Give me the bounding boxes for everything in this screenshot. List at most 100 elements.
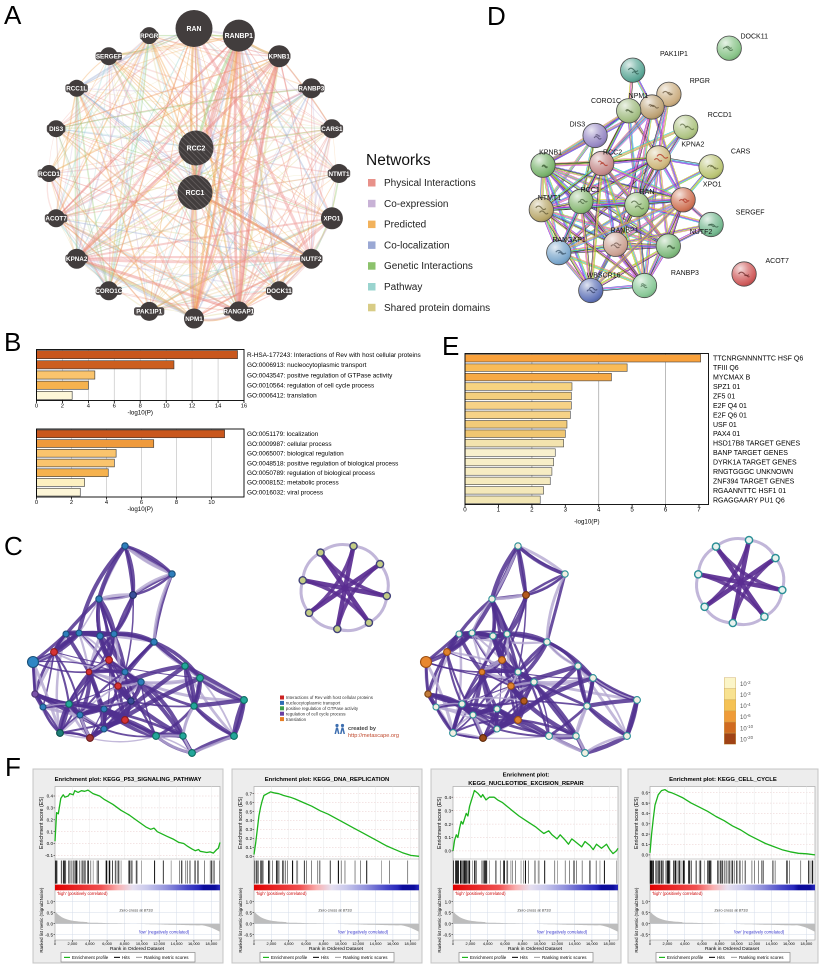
svg-text:GO:0006412: translation: GO:0006412: translation bbox=[247, 393, 317, 400]
svg-text:Zero cross at 8733: Zero cross at 8733 bbox=[714, 908, 748, 913]
svg-text:Enrichment score (ES): Enrichment score (ES) bbox=[39, 796, 45, 848]
svg-text:10-3: 10-3 bbox=[740, 691, 751, 699]
svg-text:14,000: 14,000 bbox=[370, 941, 383, 946]
svg-text:'high' (positively correlated): 'high' (positively correlated) bbox=[455, 891, 506, 896]
svg-text:0.3: 0.3 bbox=[246, 827, 253, 832]
svg-text:USF 01: USF 01 bbox=[713, 422, 737, 429]
svg-text:0.3: 0.3 bbox=[445, 808, 452, 813]
svg-text:KPNA2: KPNA2 bbox=[66, 256, 88, 263]
svg-text:TTCNRGNNNNTTC HSF Q6: TTCNRGNNNNTTC HSF Q6 bbox=[713, 356, 803, 363]
svg-text:GO:0010564: regulation of cell: GO:0010564: regulation of cell cycle pro… bbox=[247, 383, 374, 390]
svg-text:0.0: 0.0 bbox=[246, 854, 253, 859]
svg-text:10-20: 10-20 bbox=[740, 735, 754, 743]
svg-text:6,000: 6,000 bbox=[102, 941, 113, 946]
svg-text:0.5: 0.5 bbox=[642, 801, 649, 806]
svg-text:1: 1 bbox=[497, 506, 501, 513]
svg-text:0: 0 bbox=[54, 941, 57, 946]
svg-text:8,000: 8,000 bbox=[319, 941, 330, 946]
svg-text:14,000: 14,000 bbox=[171, 941, 184, 946]
svg-text:HSD17B8 TARGET GENES: HSD17B8 TARGET GENES bbox=[713, 441, 800, 448]
svg-text:0: 0 bbox=[463, 506, 467, 513]
svg-text:RNGTGGGC UNKNOWN: RNGTGGGC UNKNOWN bbox=[713, 469, 793, 476]
svg-text:10,000: 10,000 bbox=[534, 941, 547, 946]
svg-text:0.1: 0.1 bbox=[642, 842, 649, 847]
svg-text:0: 0 bbox=[253, 941, 256, 946]
svg-text:E2F Q6 01: E2F Q6 01 bbox=[713, 412, 747, 419]
svg-text:4,000: 4,000 bbox=[680, 941, 691, 946]
svg-text:6,000: 6,000 bbox=[697, 941, 708, 946]
svg-text:16,000: 16,000 bbox=[387, 941, 400, 946]
svg-text:Enrichment profile: Enrichment profile bbox=[271, 955, 308, 960]
svg-text:SERGEF: SERGEF bbox=[96, 54, 122, 61]
svg-text:0.0: 0.0 bbox=[642, 921, 649, 926]
svg-text:16,000: 16,000 bbox=[188, 941, 201, 946]
svg-text:SPZ1 01: SPZ1 01 bbox=[713, 384, 740, 391]
svg-text:SERGEF: SERGEF bbox=[736, 209, 765, 216]
svg-text:RCC1L: RCC1L bbox=[66, 86, 87, 93]
svg-text:NUTF2: NUTF2 bbox=[690, 229, 713, 236]
svg-text:CORO1C: CORO1C bbox=[591, 98, 621, 105]
svg-text:GO:0016032: viral process: GO:0016032: viral process bbox=[247, 489, 323, 496]
svg-text:0.3: 0.3 bbox=[47, 806, 54, 811]
svg-text:RGAGGAARY PU1 Q6: RGAGGAARY PU1 Q6 bbox=[713, 497, 785, 504]
svg-text:0.5: 0.5 bbox=[642, 910, 649, 915]
svg-text:Rank in Ordered Dataset: Rank in Ordered Dataset bbox=[508, 946, 563, 952]
svg-text:GO:0008152: metabolic process: GO:0008152: metabolic process bbox=[247, 480, 339, 487]
svg-text:-log10(P): -log10(P) bbox=[127, 410, 152, 417]
svg-text:Zero cross at 8733: Zero cross at 8733 bbox=[119, 908, 153, 913]
svg-text:NTMT1: NTMT1 bbox=[329, 171, 350, 178]
svg-text:RANBP1: RANBP1 bbox=[611, 228, 639, 235]
svg-text:10-2: 10-2 bbox=[740, 680, 751, 688]
svg-text:positive regulation of GTPase: positive regulation of GTPase activity bbox=[286, 706, 359, 711]
svg-text:Enrichment plot: KEGG_DNA_REPL: Enrichment plot: KEGG_DNA_REPLICATION bbox=[265, 777, 390, 783]
svg-text:A: A bbox=[4, 0, 22, 30]
svg-text:Pathway: Pathway bbox=[384, 282, 422, 293]
svg-text:0: 0 bbox=[452, 941, 455, 946]
svg-text:10: 10 bbox=[163, 403, 169, 409]
svg-text:-0.5: -0.5 bbox=[45, 932, 53, 937]
svg-text:regulation of cell cycle proce: regulation of cell cycle process bbox=[286, 711, 347, 716]
svg-text:MYCMAX B: MYCMAX B bbox=[713, 375, 751, 382]
svg-text:6,000: 6,000 bbox=[500, 941, 511, 946]
svg-text:C: C bbox=[4, 531, 23, 561]
svg-text:'low' (negatively correlated): 'low' (negatively correlated) bbox=[734, 930, 785, 935]
svg-text:B: B bbox=[4, 327, 21, 357]
svg-text:0.6: 0.6 bbox=[246, 800, 253, 805]
svg-text:R-HSA-177243: Interactions of: R-HSA-177243: Interactions of Rev with h… bbox=[247, 352, 421, 359]
svg-text:0.0: 0.0 bbox=[642, 853, 649, 858]
svg-text:RCCD1: RCCD1 bbox=[38, 171, 60, 178]
svg-text:RANGAP1: RANGAP1 bbox=[223, 309, 254, 316]
svg-text:4,000: 4,000 bbox=[85, 941, 96, 946]
svg-text:0: 0 bbox=[35, 500, 38, 506]
svg-text:KPNB1: KPNB1 bbox=[539, 150, 562, 157]
svg-text:RANBP3: RANBP3 bbox=[298, 86, 324, 93]
svg-text:7: 7 bbox=[697, 506, 701, 513]
svg-text:NUTF2: NUTF2 bbox=[301, 256, 322, 263]
svg-text:NPM1: NPM1 bbox=[185, 316, 203, 323]
svg-text:-0.5: -0.5 bbox=[640, 932, 648, 937]
svg-text:8,000: 8,000 bbox=[518, 941, 529, 946]
svg-text:E2F Q4 01: E2F Q4 01 bbox=[713, 403, 747, 410]
svg-text:12,000: 12,000 bbox=[551, 941, 564, 946]
svg-text:14,000: 14,000 bbox=[569, 941, 582, 946]
svg-text:TFIII Q6: TFIII Q6 bbox=[713, 365, 739, 372]
svg-text:4: 4 bbox=[597, 506, 601, 513]
svg-text:nucleocytoplasmic transport: nucleocytoplasmic transport bbox=[286, 701, 341, 706]
svg-text:16,000: 16,000 bbox=[783, 941, 796, 946]
svg-text:14,000: 14,000 bbox=[766, 941, 779, 946]
svg-text:8: 8 bbox=[175, 500, 178, 506]
svg-text:Ranked list metric (Signal2Noi: Ranked list metric (Signal2Noise) bbox=[634, 887, 639, 952]
svg-text:Hits: Hits bbox=[520, 955, 528, 960]
svg-text:Enrichment score (ES): Enrichment score (ES) bbox=[238, 796, 244, 848]
svg-text:0.4: 0.4 bbox=[246, 818, 253, 823]
svg-text:0.6: 0.6 bbox=[642, 790, 649, 795]
svg-text:Shared protein domains: Shared protein domains bbox=[384, 303, 490, 314]
svg-text:PAX4 01: PAX4 01 bbox=[713, 431, 740, 438]
svg-text:ZF5 01: ZF5 01 bbox=[713, 394, 735, 401]
svg-text:RPGR: RPGR bbox=[690, 78, 710, 85]
svg-text:16,000: 16,000 bbox=[586, 941, 599, 946]
svg-text:-0.1: -0.1 bbox=[45, 853, 53, 858]
svg-text:KPNA2: KPNA2 bbox=[681, 142, 704, 149]
svg-text:RPGR: RPGR bbox=[140, 33, 159, 40]
svg-text:2: 2 bbox=[530, 506, 534, 513]
